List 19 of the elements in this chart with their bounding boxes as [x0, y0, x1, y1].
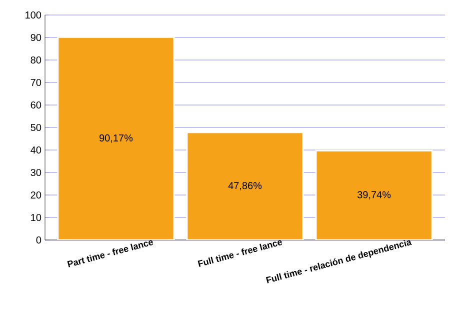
y-tick-label: 100: [26, 11, 42, 19]
bar: [186, 132, 304, 240]
y-tick-label: 90: [30, 34, 42, 42]
y-tick-label: 80: [30, 56, 42, 64]
data-label: 90,17%: [99, 134, 133, 143]
y-tick-label: 60: [30, 101, 42, 109]
bar: [315, 150, 433, 240]
bar: [57, 36, 175, 240]
y-tick-label: 50: [30, 124, 42, 132]
y-tick-label: 0: [36, 236, 42, 244]
y-tick-label: 40: [30, 146, 42, 154]
y-tick-label: 10: [31, 214, 42, 222]
y-tick-label: 70: [30, 78, 42, 86]
y-tick-label: 30: [30, 168, 42, 176]
x-tick-label: Part time - free lance: [67, 240, 154, 268]
data-label: 47,86%: [228, 182, 262, 190]
data-label: 39,74%: [357, 191, 391, 200]
y-tick-label: 20: [30, 191, 42, 199]
x-tick-label: Full time - free lance: [198, 240, 282, 267]
